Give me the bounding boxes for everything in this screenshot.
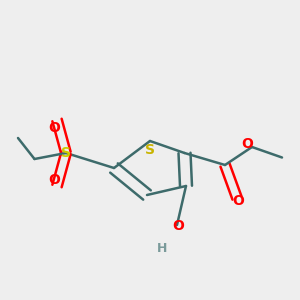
Text: O: O xyxy=(232,194,244,208)
Text: O: O xyxy=(48,173,60,187)
Text: O: O xyxy=(242,137,254,151)
Text: H: H xyxy=(157,242,167,256)
Text: O: O xyxy=(48,121,60,134)
Text: O: O xyxy=(172,220,184,233)
Text: S: S xyxy=(145,143,155,157)
Text: S: S xyxy=(61,146,71,160)
